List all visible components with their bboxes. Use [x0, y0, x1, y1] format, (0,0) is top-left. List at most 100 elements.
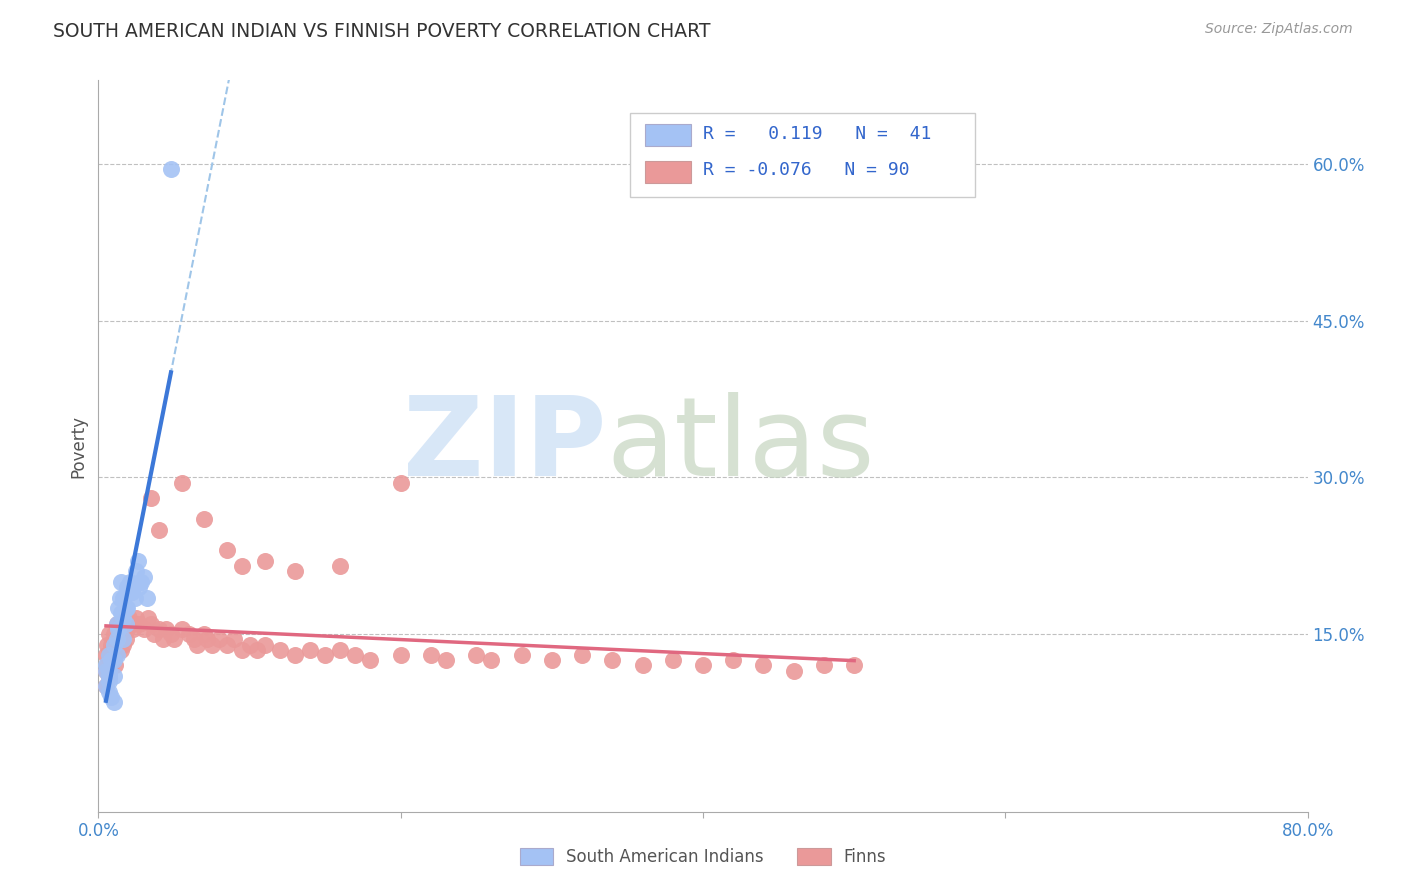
- Point: [121, 616, 143, 631]
- Point: [128, 580, 150, 594]
- Point: [183, 632, 205, 647]
- Point: [160, 162, 183, 177]
- Point: [110, 642, 132, 657]
- Point: [100, 690, 122, 704]
- Point: [215, 638, 238, 652]
- Point: [208, 632, 231, 647]
- Point: [110, 622, 132, 636]
- Point: [103, 653, 125, 667]
- Point: [141, 491, 163, 506]
- Point: [94, 648, 117, 662]
- Point: [114, 632, 136, 647]
- Point: [111, 591, 134, 605]
- Point: [105, 648, 128, 662]
- Point: [389, 648, 412, 662]
- Point: [100, 658, 122, 673]
- Point: [132, 569, 155, 583]
- Point: [148, 523, 170, 537]
- Point: [239, 638, 262, 652]
- Point: [115, 622, 138, 636]
- Point: [107, 622, 129, 636]
- Point: [96, 638, 118, 652]
- Point: [108, 616, 131, 631]
- Point: [100, 653, 122, 667]
- Point: [98, 664, 121, 678]
- Point: [107, 601, 129, 615]
- Point: [344, 648, 367, 662]
- Text: SOUTH AMERICAN INDIAN VS FINNISH POVERTY CORRELATION CHART: SOUTH AMERICAN INDIAN VS FINNISH POVERTY…: [53, 22, 711, 41]
- Point: [96, 658, 118, 673]
- Point: [135, 591, 157, 605]
- Point: [540, 653, 562, 667]
- Point: [844, 658, 866, 673]
- Text: atlas: atlas: [606, 392, 875, 500]
- Point: [299, 642, 322, 657]
- Point: [124, 591, 146, 605]
- Point: [105, 616, 128, 631]
- Point: [201, 638, 224, 652]
- Point: [231, 642, 253, 657]
- Point: [98, 669, 121, 683]
- Point: [103, 627, 125, 641]
- Text: Source: ZipAtlas.com: Source: ZipAtlas.com: [1205, 22, 1353, 37]
- Point: [104, 638, 127, 652]
- Point: [465, 648, 488, 662]
- Point: [125, 611, 148, 625]
- Point: [231, 559, 253, 574]
- Point: [571, 648, 593, 662]
- Point: [360, 653, 382, 667]
- Point: [170, 622, 193, 636]
- Point: [160, 627, 183, 641]
- Point: [314, 648, 336, 662]
- Point: [101, 642, 124, 657]
- Point: [129, 574, 152, 589]
- Point: [100, 638, 122, 652]
- Point: [114, 611, 136, 625]
- Point: [329, 642, 352, 657]
- Point: [103, 638, 125, 652]
- Point: [98, 627, 121, 641]
- Point: [128, 616, 150, 631]
- Point: [813, 658, 835, 673]
- Point: [434, 653, 457, 667]
- Point: [163, 632, 186, 647]
- Point: [122, 580, 145, 594]
- Point: [105, 616, 128, 631]
- Point: [118, 611, 141, 625]
- Point: [114, 601, 136, 615]
- Point: [94, 679, 117, 693]
- Point: [107, 622, 129, 636]
- Bar: [645, 124, 690, 146]
- Point: [94, 658, 117, 673]
- Point: [723, 653, 745, 667]
- Point: [114, 616, 136, 631]
- Point: [631, 658, 654, 673]
- Point: [103, 653, 125, 667]
- Point: [112, 622, 135, 636]
- Point: [481, 653, 503, 667]
- Point: [94, 679, 117, 693]
- Point: [111, 632, 134, 647]
- Point: [110, 606, 132, 620]
- Point: [661, 653, 683, 667]
- Point: [111, 638, 134, 652]
- Point: [94, 664, 117, 678]
- Point: [127, 554, 149, 568]
- Text: R =   0.119   N =  41: R = 0.119 N = 41: [703, 125, 931, 143]
- Y-axis label: Poverty: Poverty: [69, 415, 87, 477]
- Point: [152, 632, 174, 647]
- Point: [132, 622, 155, 636]
- Point: [143, 627, 166, 641]
- Point: [122, 622, 145, 636]
- Point: [141, 616, 163, 631]
- Point: [389, 475, 412, 490]
- Point: [98, 684, 121, 698]
- Point: [224, 632, 246, 647]
- Point: [602, 653, 624, 667]
- Point: [98, 648, 121, 662]
- Point: [104, 658, 127, 673]
- Point: [94, 664, 117, 678]
- Point: [783, 664, 806, 678]
- Legend: South American Indians, Finns: South American Indians, Finns: [513, 841, 893, 873]
- Point: [179, 627, 201, 641]
